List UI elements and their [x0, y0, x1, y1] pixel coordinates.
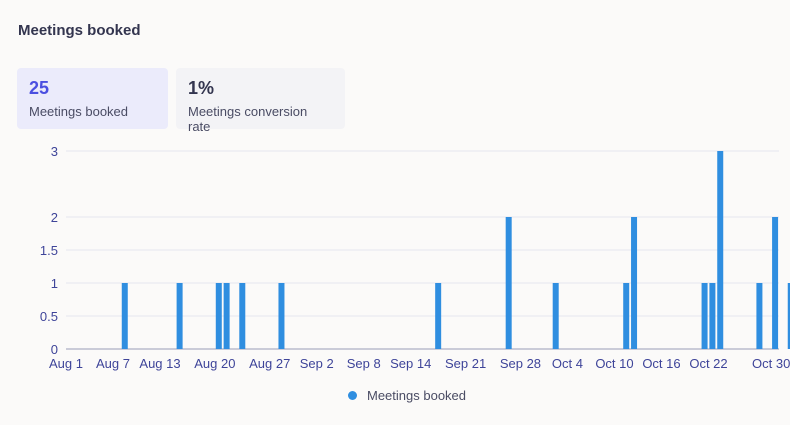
- metric-label: Meetings conversion rate: [188, 104, 308, 134]
- bar: [756, 283, 763, 349]
- bar: [223, 283, 230, 349]
- metric-label: Meetings booked: [29, 104, 129, 119]
- x-tick-label: Oct 30: [752, 356, 790, 371]
- y-tick-label: 1: [51, 276, 58, 291]
- y-tick-label: 3: [51, 144, 58, 159]
- bar: [552, 283, 559, 349]
- chart-legend[interactable]: Meetings booked: [348, 388, 466, 403]
- y-tick-label: 1.5: [40, 243, 58, 258]
- x-tick-label: Sep 8: [347, 356, 381, 371]
- bar: [435, 283, 442, 349]
- x-tick-label: Aug 13: [139, 356, 180, 371]
- x-tick-label: Sep 14: [390, 356, 431, 371]
- bar: [772, 217, 779, 349]
- bar: [701, 283, 708, 349]
- metric-value: 25: [29, 78, 50, 98]
- x-tick-label: Sep 2: [300, 356, 334, 371]
- bar: [176, 283, 183, 349]
- x-tick-label: Sep 21: [445, 356, 486, 371]
- bar: [717, 151, 724, 349]
- legend-label: Meetings booked: [367, 388, 467, 403]
- bar: [623, 283, 630, 349]
- meetings-bar-chart: 0 0.5 1 1.5 2 3 Aug 1 Aug 7 Aug 13 Aug 20 Aug 27 Se…: [40, 144, 790, 371]
- x-tick-label: Oct 10: [595, 356, 633, 371]
- y-tick-label: 2: [51, 210, 58, 225]
- bar: [121, 283, 128, 349]
- legend-dot-icon: [348, 391, 357, 400]
- x-tick-label: Aug 7: [96, 356, 130, 371]
- x-tick-label: Sep 28: [500, 356, 541, 371]
- x-tick-label: Oct 4: [552, 356, 583, 371]
- x-tick-label: Aug 20: [194, 356, 235, 371]
- bar: [787, 283, 790, 349]
- y-tick-label: 0.5: [40, 309, 58, 324]
- bar: [278, 283, 285, 349]
- bar: [239, 283, 246, 349]
- bar: [505, 217, 512, 349]
- x-tick-label: Oct 22: [689, 356, 727, 371]
- bar: [215, 283, 222, 349]
- x-tick-label: Aug 1: [49, 356, 83, 371]
- page-title: Meetings booked: [18, 22, 141, 39]
- metric-card-meetings-booked[interactable]: 25 Meetings booked: [17, 68, 168, 129]
- metric-value: 1%: [188, 78, 215, 98]
- x-tick-label: Oct 16: [642, 356, 680, 371]
- metric-card-conversion-rate[interactable]: 1% Meetings conversion rate: [176, 68, 345, 134]
- x-tick-label: Aug 27: [249, 356, 290, 371]
- bar: [631, 217, 638, 349]
- y-tick-label: 0: [51, 342, 58, 357]
- bar: [709, 283, 716, 349]
